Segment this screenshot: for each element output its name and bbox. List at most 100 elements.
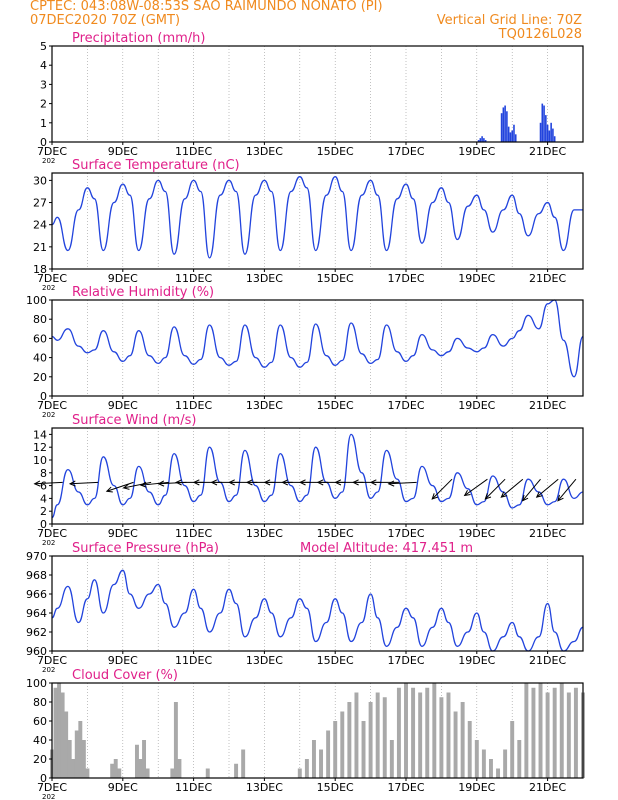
year-stub: 202 [42,539,55,547]
y-tick-label: 27 [33,197,47,210]
cloud-bar [496,768,501,778]
cloud-bar [368,702,373,778]
precip-bar [548,130,551,142]
x-tick-label: 21DEC [529,781,566,794]
cloud-bar [170,768,175,778]
y-tick-label: 0 [40,136,47,149]
wind-arrow [122,481,152,490]
x-tick-label: 11DEC [175,272,212,285]
x-tick-label: 13DEC [246,145,283,158]
x-tick-label: 19DEC [458,654,495,667]
cloud-bar [439,697,444,778]
y-tick-label: 12 [33,441,47,454]
cloud-bar [503,749,508,778]
precip-bar [553,136,556,142]
cloud-bar [326,730,331,778]
cloud-bar [71,759,76,778]
y-tick-label: 0 [40,518,47,531]
precip-bar [509,132,512,142]
cloud-bar [134,744,139,778]
y-tick-label: 970 [26,550,47,563]
x-tick-label: 7DEC [37,654,67,667]
cloud-bar [138,759,143,778]
x-tick-label: 13DEC [246,399,283,412]
cloud-bar [467,721,472,778]
precip-bar [481,136,483,142]
y-tick-label: 18 [33,263,47,276]
cloud-bar [517,740,522,778]
cloud-bar [552,687,557,778]
cloud-bar [432,683,437,778]
x-tick-label: 15DEC [317,654,354,667]
cloud-bar [460,702,465,778]
x-tick-label: 9DEC [108,145,138,158]
plot-frame [51,555,584,652]
x-tick-label: 7DEC [37,145,67,158]
chart-header: CPTEC: 043:08W-08:53S SAO RAIMUNDO NONAT… [0,0,618,44]
cloud-bar [446,692,451,778]
plot-frame [51,299,584,397]
panel-title: Surface Pressure (hPa) [72,541,219,556]
year-stub: 202 [42,411,55,419]
vertical-grid-note: Vertical Grid Line: 70Z [436,13,582,28]
x-tick-label: 19DEC [458,145,495,158]
x-tick-label: 17DEC [387,654,424,667]
x-tick-label: 21DEC [529,272,566,285]
wind-arrow [463,478,488,497]
y-tick-label: 60 [33,332,47,345]
cloud-bar [142,740,147,778]
cloud-bar [85,768,90,778]
wind-arrow [33,480,63,487]
x-tick-label: 17DEC [387,527,424,540]
x-tick-label: 17DEC [387,272,424,285]
cloud-bar [566,692,571,778]
y-tick-label: 4 [40,492,47,505]
y-tick-label: 20 [33,371,47,384]
y-tick-label: 2 [40,505,47,518]
x-tick-label: 13DEC [246,781,283,794]
cloud-bar [354,692,359,778]
cloud-bar [389,740,394,778]
cloud-bar [81,740,86,778]
cloud-bar [57,683,62,778]
x-tick-label: 15DEC [317,399,354,412]
y-tick-label: 30 [33,174,47,187]
cloud-bar [110,763,115,778]
cloud-bar [205,768,210,778]
y-tick-label: 960 [26,645,47,658]
y-tick-label: 100 [26,294,47,307]
y-tick-label: 6 [40,480,47,493]
cloud-bar [234,763,239,778]
cloud-bar [333,721,338,778]
precip-bar [477,140,480,142]
x-tick-label: 13DEC [246,527,283,540]
panel-rh: 0 20 40 60 80 100 7DEC 9DEC 11DEC 13DEC 15DEC 17DEC… [26,285,584,419]
x-tick-label: 9DEC [108,399,138,412]
x-tick-label: 11DEC [175,781,212,794]
cloud-bar [113,759,118,778]
precip-bar [502,107,505,142]
y-tick-label: 968 [26,569,47,582]
wind-arrow [500,478,524,498]
cloud-bar [361,721,366,778]
panel-title: Relative Humidity (%) [72,285,214,300]
x-tick-label: 13DEC [246,272,283,285]
cloud-bar [538,683,543,778]
x-tick-label: 17DEC [387,399,424,412]
precip-bar [513,124,515,142]
y-tick-label: 0 [40,772,47,785]
cloud-bar [418,692,423,778]
year-stub: 202 [42,284,55,292]
precip-bar [543,105,545,142]
cloud-bar [311,740,316,778]
rh-line [51,299,584,378]
x-tick-label: 9DEC [108,272,138,285]
cloud-bar [559,683,564,778]
precip-bar [550,122,552,142]
cloud-bar [347,702,352,778]
wind-arrow [139,481,169,488]
precip-bar [507,126,510,142]
x-tick-label: 15DEC [317,272,354,285]
cloud-bar [241,749,246,778]
